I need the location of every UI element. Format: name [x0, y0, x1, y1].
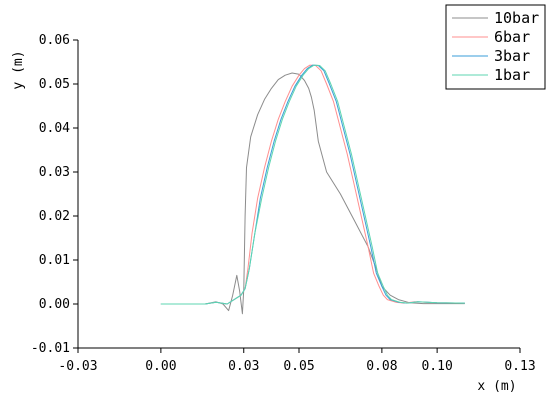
- series-line-6bar: [160, 64, 465, 305]
- x-tick-label: 0.08: [366, 359, 397, 374]
- x-axis-label: x (m): [477, 379, 516, 394]
- y-tick-label: 0.04: [39, 121, 70, 136]
- series-line-1bar: [160, 64, 465, 305]
- y-axis-label: y (m): [11, 50, 26, 89]
- axes: -0.01 0.00 0.01 0.02 0.03 0.04 0.05 0.06 -0.03 0.…: [31, 33, 536, 374]
- series-line-3bar: [160, 64, 465, 305]
- x-tick-label: -0.03: [58, 359, 97, 374]
- legend-label-10bar: 10bar: [494, 9, 539, 27]
- legend-label-1bar: 1bar: [494, 66, 530, 84]
- x-tick-label: 0.13: [504, 359, 535, 374]
- x-tick-label: 0.03: [228, 359, 259, 374]
- series-lines: [160, 64, 465, 315]
- legend-label-6bar: 6bar: [494, 28, 530, 46]
- x-tick-label: 0.05: [283, 359, 314, 374]
- y-tick-label: 0.02: [39, 209, 70, 224]
- y-tick-label: 0.03: [39, 165, 70, 180]
- y-tick-label: 0.01: [39, 253, 70, 268]
- series-line-10bar: [160, 72, 465, 315]
- y-tick-label: 0.06: [39, 33, 70, 48]
- axis-labels: y (m) x (m): [11, 50, 517, 394]
- x-tick-label: 0.10: [421, 359, 452, 374]
- y-tick-label: -0.01: [31, 341, 70, 356]
- legend-label-3bar: 3bar: [494, 47, 530, 65]
- y-tick-label: 0.05: [39, 77, 70, 92]
- x-tick-label: 0.00: [145, 359, 176, 374]
- y-tick-label: 0.00: [39, 297, 70, 312]
